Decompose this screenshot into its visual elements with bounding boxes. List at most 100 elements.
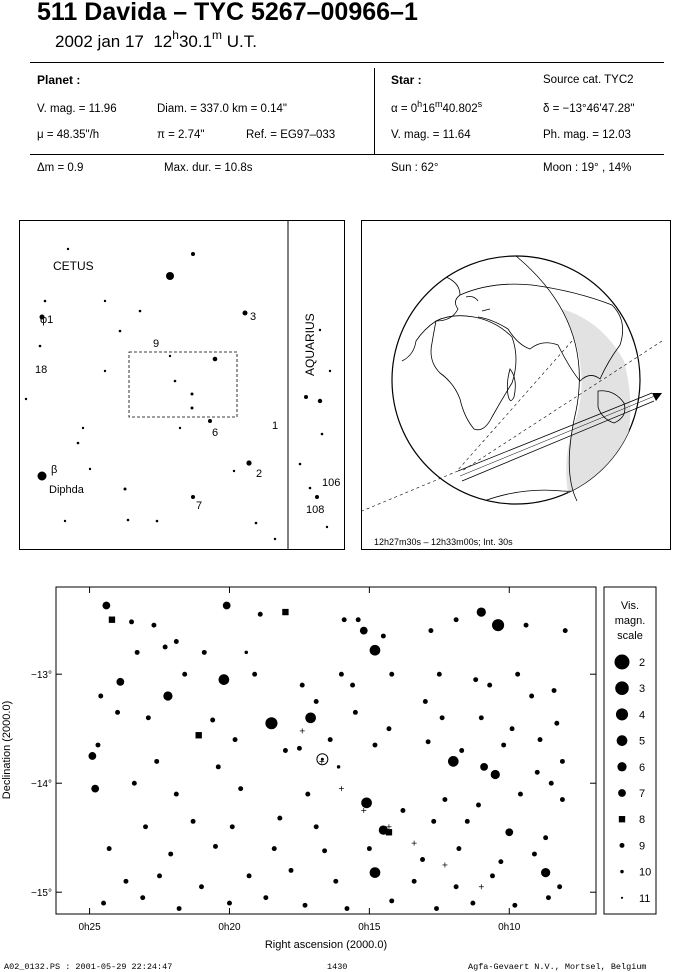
scale-label: 10 bbox=[639, 867, 651, 879]
event-time: 2002 jan 17 12h30.1m U.T. bbox=[55, 28, 257, 52]
magnitude-scale-items: 2 3 4 5 6 7 8 9 10 11 bbox=[614, 654, 651, 905]
finder-star bbox=[190, 392, 194, 396]
chart-star bbox=[244, 650, 248, 655]
chart-star bbox=[176, 906, 182, 912]
chart-star bbox=[545, 895, 551, 901]
header-rule-top bbox=[30, 62, 664, 63]
x-tick-label: 0h10 bbox=[498, 922, 521, 933]
planet-mu: μ = 48.35"/h bbox=[37, 129, 100, 141]
chart-star bbox=[512, 902, 518, 908]
chart-star bbox=[456, 846, 462, 852]
chart-star bbox=[333, 878, 339, 884]
scale-symbol bbox=[616, 735, 628, 746]
chart-star bbox=[431, 818, 437, 824]
chart-star bbox=[227, 900, 232, 906]
chart-star bbox=[559, 758, 565, 764]
chart-star bbox=[557, 884, 563, 890]
footer-credit: Agfa-Gevaert N.V., Mortsel, Belgium bbox=[468, 962, 647, 972]
finder-star bbox=[155, 519, 159, 523]
chart-star bbox=[523, 622, 529, 628]
chart-star bbox=[131, 780, 137, 786]
y-axis-label: Declination (2000.0) bbox=[1, 701, 13, 799]
chart-star bbox=[218, 674, 230, 685]
finder-star bbox=[126, 518, 130, 522]
star-alpha: α = 0h16m40.802s bbox=[391, 99, 483, 115]
finder-star bbox=[208, 419, 212, 423]
scale-symbol bbox=[615, 681, 629, 695]
finder-star bbox=[318, 328, 322, 332]
chart-star bbox=[554, 720, 560, 726]
page-title: 511 Davida – TYC 5267–00966–1 bbox=[37, 0, 418, 26]
chart-star bbox=[548, 780, 554, 786]
finder-star bbox=[317, 398, 323, 404]
chart-star bbox=[559, 797, 565, 803]
night-side bbox=[562, 309, 631, 502]
finder-star bbox=[308, 486, 312, 490]
chart-star bbox=[478, 715, 484, 721]
finder-star bbox=[81, 426, 85, 430]
scale-symbol bbox=[615, 708, 629, 721]
chart-star bbox=[201, 649, 207, 655]
finder-star bbox=[325, 525, 329, 529]
x-axis-label: Right ascension (2000.0) bbox=[265, 939, 387, 951]
chart-star bbox=[210, 717, 216, 723]
time-h-sup: h bbox=[172, 28, 179, 42]
chart-star bbox=[509, 726, 515, 732]
chart-star bbox=[305, 712, 316, 724]
finder-star bbox=[123, 487, 127, 491]
star-label-106: 106 bbox=[322, 477, 340, 489]
chart-star bbox=[143, 824, 148, 830]
chart-star bbox=[366, 846, 372, 852]
finder-stars bbox=[24, 247, 332, 541]
x-tick-labels: 0h25 0h20 0h15 0h10 bbox=[78, 922, 520, 933]
chart-star bbox=[238, 786, 244, 792]
finder-star bbox=[88, 467, 92, 471]
chart-star bbox=[101, 900, 107, 906]
chart-star bbox=[106, 846, 112, 852]
star-label-1: 1 bbox=[272, 420, 278, 432]
star-heading: Star : bbox=[391, 73, 422, 87]
chart-star bbox=[305, 791, 311, 797]
source-catalog: Source cat. TYC2 bbox=[543, 74, 634, 86]
finder-star bbox=[328, 369, 332, 373]
scale-symbol bbox=[619, 842, 625, 848]
time-m-sup: m bbox=[212, 28, 223, 42]
chart-star bbox=[302, 902, 308, 908]
star-label-2: 2 bbox=[256, 468, 262, 480]
chart-star bbox=[116, 677, 125, 686]
chart-star bbox=[422, 698, 428, 704]
scale-label: 6 bbox=[639, 762, 645, 774]
chart-star bbox=[501, 742, 507, 748]
chart-star bbox=[529, 693, 535, 699]
chart-star bbox=[453, 884, 459, 890]
finder-star bbox=[315, 495, 319, 499]
chart-star bbox=[355, 617, 361, 623]
chart-star bbox=[369, 867, 381, 878]
star-label-9: 9 bbox=[153, 338, 159, 350]
chart-star bbox=[157, 873, 162, 879]
chart-star bbox=[336, 765, 341, 769]
constellation-cetus: CETUS bbox=[53, 259, 94, 273]
chart-star bbox=[562, 628, 568, 634]
chart-star bbox=[531, 851, 537, 857]
finder-star bbox=[118, 329, 122, 333]
chart-star bbox=[411, 878, 417, 884]
chart-star bbox=[389, 898, 395, 904]
header-rule-mid bbox=[30, 154, 664, 155]
scale-heading-magn: magn. bbox=[615, 615, 646, 627]
chart-star bbox=[361, 797, 372, 809]
chart-frame bbox=[55, 586, 597, 915]
scale-label: 4 bbox=[639, 709, 645, 721]
chart-star bbox=[182, 671, 188, 677]
finder-star bbox=[138, 309, 142, 313]
chart-star bbox=[498, 859, 504, 865]
scale-label: 9 bbox=[639, 840, 645, 852]
shadow-direction-arrow bbox=[652, 393, 662, 401]
star-vmag: V. mag. = 11.64 bbox=[391, 129, 471, 141]
constellation-aquarius: AQUARIUS bbox=[303, 313, 317, 376]
chart-star bbox=[252, 671, 258, 677]
chart-star bbox=[425, 739, 431, 745]
chart-star bbox=[447, 756, 459, 767]
asia-outline bbox=[459, 283, 624, 382]
